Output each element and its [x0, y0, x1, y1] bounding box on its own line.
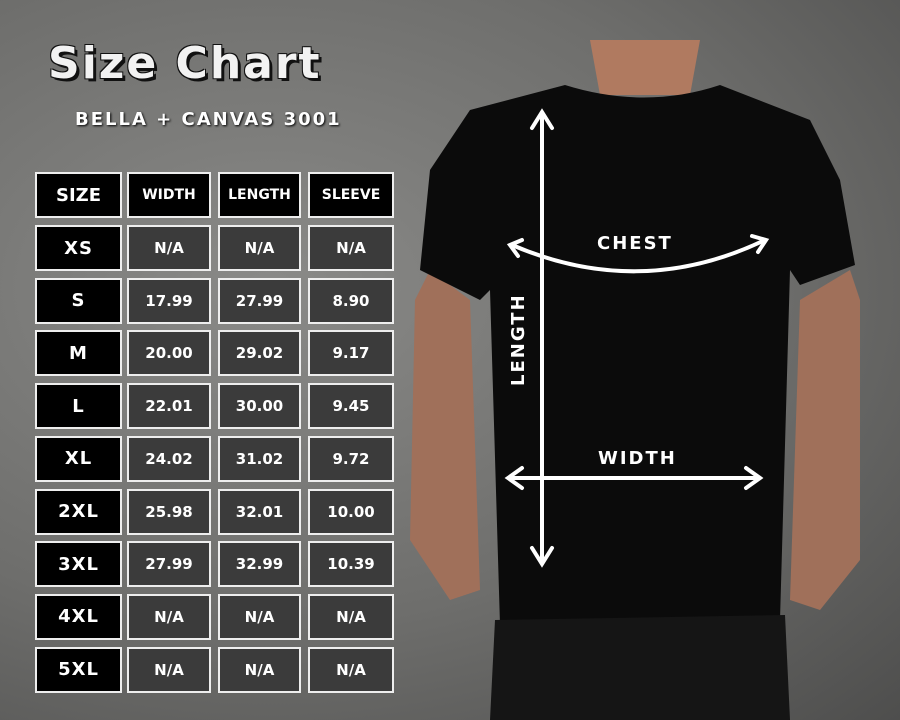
- sleeve-value: N/A: [308, 225, 394, 271]
- sleeve-value: 9.17: [308, 330, 394, 377]
- size-label: 2XL: [35, 488, 122, 535]
- width-value: 17.99: [127, 277, 211, 324]
- header-size: SIZE: [35, 172, 122, 218]
- size-label: L: [35, 383, 122, 430]
- neck: [590, 40, 700, 95]
- size-label: XS: [35, 225, 122, 271]
- sleeve-value: 9.72: [308, 435, 394, 482]
- header-sleeve: SLEEVE: [308, 172, 394, 218]
- header-width: WIDTH: [127, 172, 211, 218]
- arm-left: [410, 270, 480, 600]
- length-label: LENGTH: [508, 293, 529, 386]
- width-value: 27.99: [127, 541, 211, 588]
- sleeve-value: 9.45: [308, 383, 394, 430]
- arm-right: [790, 270, 860, 610]
- length-value: 27.99: [218, 277, 301, 324]
- header-length: LENGTH: [218, 172, 301, 218]
- width-value: 25.98: [127, 488, 211, 535]
- product-subtitle: BELLA + CANVAS 3001: [75, 109, 342, 130]
- length-value: 29.02: [218, 330, 301, 377]
- length-value: N/A: [218, 646, 301, 693]
- width-value: 22.01: [127, 383, 211, 430]
- size-label: M: [35, 330, 122, 377]
- pants: [490, 615, 790, 720]
- width-value: N/A: [127, 593, 211, 640]
- chest-label: CHEST: [597, 233, 673, 254]
- size-label: 4XL: [35, 593, 122, 640]
- width-value: 20.00: [127, 330, 211, 377]
- length-value: N/A: [218, 225, 301, 271]
- sleeve-value: 10.00: [308, 488, 394, 535]
- size-label: 3XL: [35, 541, 122, 588]
- width-value: 24.02: [127, 435, 211, 482]
- size-label: XL: [35, 435, 122, 482]
- page-title: Size Chart: [48, 38, 322, 89]
- width-label: WIDTH: [598, 448, 677, 469]
- length-value: 32.01: [218, 488, 301, 535]
- size-label: 5XL: [35, 646, 122, 693]
- sleeve-value: N/A: [308, 646, 394, 693]
- chest-arrow: [510, 238, 767, 274]
- length-value: 32.99: [218, 541, 301, 588]
- length-value: 30.00: [218, 383, 301, 430]
- sleeve-value: 8.90: [308, 277, 394, 324]
- sleeve-value: 10.39: [308, 541, 394, 588]
- size-label: S: [35, 277, 122, 324]
- length-value: N/A: [218, 593, 301, 640]
- length-value: 31.02: [218, 435, 301, 482]
- width-value: N/A: [127, 646, 211, 693]
- t-shirt: [420, 85, 855, 625]
- sleeve-value: N/A: [308, 593, 394, 640]
- width-value: N/A: [127, 225, 211, 271]
